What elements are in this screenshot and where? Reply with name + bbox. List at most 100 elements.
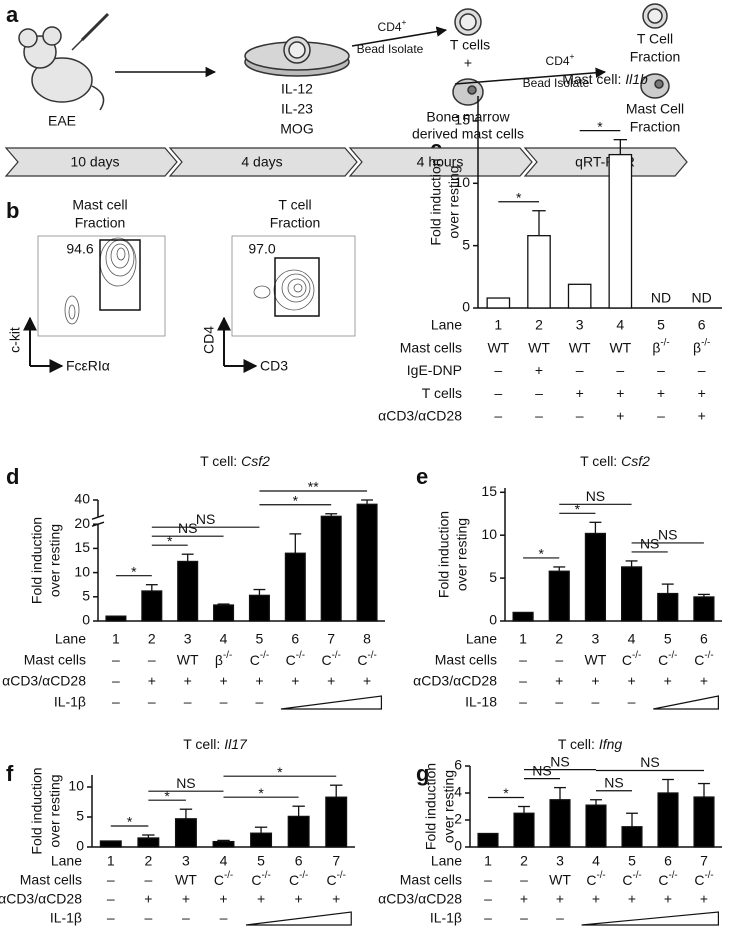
- significance-label: *: [131, 563, 137, 579]
- row-entry: C-/-: [357, 650, 376, 668]
- y-tick-label: 0: [82, 612, 90, 628]
- row-entry: –: [484, 891, 492, 907]
- row-entry: β-/-: [215, 650, 232, 668]
- row-entry: +: [555, 673, 563, 689]
- row-entry: –: [592, 694, 600, 710]
- step-label: Bead Isolate: [523, 76, 590, 90]
- row-entry: –: [628, 694, 636, 710]
- y-tick-label: 10: [74, 563, 90, 579]
- row-label: IL-1β: [430, 910, 462, 926]
- row-label: Mast cells: [435, 652, 497, 668]
- timeline-label: 4 days: [241, 154, 282, 170]
- row-entry: +: [628, 891, 636, 907]
- row-entry: –: [184, 694, 192, 710]
- culture-condition: MOG: [280, 121, 313, 137]
- lane-number: 4: [220, 631, 228, 647]
- bar: [141, 590, 163, 622]
- arrow: [454, 67, 607, 85]
- row-entry: +: [616, 385, 624, 401]
- fraction-label: Fraction: [630, 119, 681, 135]
- arrow: [351, 26, 448, 47]
- lane-number: 6: [700, 631, 708, 647]
- y-tick-label: 0: [76, 838, 84, 854]
- bar: [548, 570, 570, 622]
- row-label: T cells: [422, 385, 462, 401]
- y-tick-label: 0: [462, 299, 470, 315]
- row-label: Mast cells: [20, 872, 82, 888]
- row-entry: +: [182, 891, 190, 907]
- row-entry: –: [535, 408, 543, 424]
- lane-number: 3: [184, 631, 192, 647]
- row-label: IL-18: [465, 694, 497, 710]
- row-entry: –: [112, 673, 120, 689]
- step-label: CD4+: [378, 17, 407, 34]
- panel-label: f: [6, 761, 14, 786]
- row-entry: C-/-: [622, 870, 641, 888]
- significance-label: *: [167, 533, 173, 549]
- y-tick-label: 2: [454, 811, 462, 827]
- row-entry: WT: [175, 872, 197, 888]
- row-entry: –: [256, 694, 264, 710]
- bar: [693, 596, 715, 622]
- chart-title: Mast cell: Il1b: [562, 71, 648, 87]
- y-tick-label: 10: [68, 778, 84, 794]
- culture-dish: [244, 36, 350, 77]
- bar: [584, 532, 607, 622]
- row-entry: –: [494, 362, 502, 378]
- fraction-label: T Cell: [637, 31, 673, 47]
- significance-label: *: [538, 546, 544, 562]
- row-entry: –: [657, 362, 665, 378]
- row-entry: +: [556, 891, 564, 907]
- axis-label: CD3: [260, 358, 288, 374]
- row-entry: +: [291, 673, 299, 689]
- row-entry: WT: [585, 652, 607, 668]
- row-entry: C-/-: [289, 870, 308, 888]
- row-entry: C-/-: [622, 650, 641, 668]
- y-axis-label: over resting: [47, 774, 63, 847]
- row-entry: C-/-: [694, 650, 713, 668]
- row-entry: +: [592, 891, 600, 907]
- cell-label: derived mast cells: [412, 126, 524, 142]
- significance-label: NS: [532, 762, 551, 778]
- lane-number: 2: [520, 853, 528, 869]
- axis-break: [91, 514, 105, 520]
- row-entry: –: [657, 408, 665, 424]
- bar: [608, 153, 633, 309]
- lane-number: 4: [628, 631, 636, 647]
- row-entry: C-/-: [214, 870, 233, 888]
- row-entry: +: [576, 385, 584, 401]
- bar: [621, 826, 643, 848]
- row-label: αCD3/αCD28: [2, 673, 86, 689]
- row-entry: –: [519, 673, 527, 689]
- significance-label: NS: [586, 488, 605, 504]
- y-tick-label: 4: [454, 784, 462, 800]
- significance-label: *: [127, 814, 133, 830]
- lane-number: 5: [256, 631, 264, 647]
- y-tick-label: 10: [454, 174, 470, 190]
- row-entry: +: [332, 891, 340, 907]
- lane-number: 1: [494, 317, 502, 333]
- row-entry: C-/-: [322, 650, 341, 668]
- row-entry: WT: [177, 652, 199, 668]
- y-tick-label: 5: [489, 569, 497, 585]
- y-tick-label: 40: [74, 491, 90, 507]
- row-entry: –: [112, 694, 120, 710]
- lane-number: 6: [291, 631, 299, 647]
- axis-label: c-kit: [7, 327, 23, 353]
- row-label: Mast cells: [24, 652, 86, 668]
- row-entry: +: [591, 673, 599, 689]
- row-entry: WT: [609, 339, 631, 355]
- timeline-label: 4 hours: [417, 154, 464, 170]
- row-entry: +: [700, 673, 708, 689]
- lane-number: 4: [220, 853, 228, 869]
- lane-number: 7: [332, 853, 340, 869]
- row-entry: +: [657, 385, 665, 401]
- row-entry: –: [555, 652, 563, 668]
- row-entry: –: [520, 872, 528, 888]
- row-entry: WT: [528, 339, 550, 355]
- lane-number: 7: [327, 631, 335, 647]
- row-label: Lane: [466, 631, 497, 647]
- row-entry: C-/-: [251, 870, 270, 888]
- mouse-icon: [18, 12, 110, 111]
- row-entry: –: [494, 408, 502, 424]
